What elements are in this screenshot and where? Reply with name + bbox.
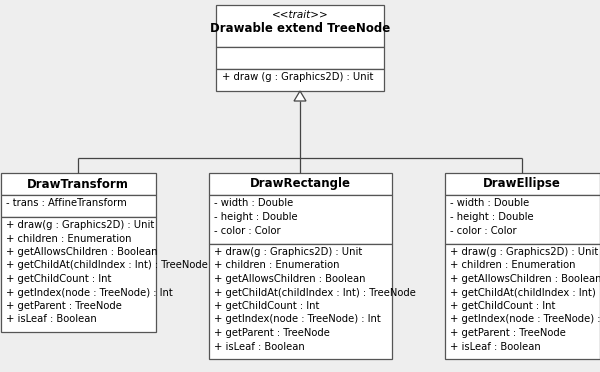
Text: + getChildAt(childIndex : Int) : TreeNode: + getChildAt(childIndex : Int) : TreeNod… bbox=[214, 288, 415, 298]
Text: + children : Enumeration: + children : Enumeration bbox=[449, 260, 575, 270]
Bar bbox=[1, 217, 155, 331]
Text: + children : Enumeration: + children : Enumeration bbox=[5, 234, 131, 244]
Bar bbox=[1, 195, 155, 217]
Text: - color : Color: - color : Color bbox=[214, 225, 280, 235]
Text: <<trait>>: <<trait>> bbox=[272, 10, 328, 19]
Text: - height : Double: - height : Double bbox=[214, 212, 297, 222]
Text: Drawable extend TreeNode: Drawable extend TreeNode bbox=[210, 22, 390, 35]
Text: + getChildCount : Int: + getChildCount : Int bbox=[5, 274, 111, 284]
Text: + getIndex(node : TreeNode) : Int: + getIndex(node : TreeNode) : Int bbox=[214, 314, 380, 324]
Polygon shape bbox=[294, 91, 306, 101]
Text: + getIndex(node : TreeNode) : Int: + getIndex(node : TreeNode) : Int bbox=[5, 288, 172, 298]
Text: + children : Enumeration: + children : Enumeration bbox=[214, 260, 339, 270]
Bar bbox=[216, 5, 384, 47]
Text: DrawTransform: DrawTransform bbox=[27, 177, 129, 190]
Text: + getIndex(node : TreeNode) : Int: + getIndex(node : TreeNode) : Int bbox=[449, 314, 600, 324]
Text: + draw(g : Graphics2D) : Unit: + draw(g : Graphics2D) : Unit bbox=[214, 247, 362, 257]
Bar bbox=[216, 47, 384, 69]
Bar bbox=[445, 173, 599, 195]
Text: - trans : AffineTransform: - trans : AffineTransform bbox=[5, 199, 126, 208]
Bar bbox=[1, 173, 155, 195]
Text: - height : Double: - height : Double bbox=[449, 212, 533, 222]
Text: + getChildAt(childIndex : Int) : TreeNode: + getChildAt(childIndex : Int) : TreeNod… bbox=[449, 288, 600, 298]
Text: + getChildCount : Int: + getChildCount : Int bbox=[214, 301, 319, 311]
Text: + getChildCount : Int: + getChildCount : Int bbox=[449, 301, 555, 311]
Bar bbox=[216, 69, 384, 91]
Text: + draw(g : Graphics2D) : Unit: + draw(g : Graphics2D) : Unit bbox=[5, 220, 154, 230]
Text: + getAllowsChildren : Boolean: + getAllowsChildren : Boolean bbox=[214, 274, 365, 284]
Bar bbox=[445, 195, 599, 244]
Bar bbox=[209, 195, 392, 244]
Text: + getParent : TreeNode: + getParent : TreeNode bbox=[5, 301, 121, 311]
Text: - width : Double: - width : Double bbox=[449, 199, 529, 208]
Text: + getAllowsChildren : Boolean: + getAllowsChildren : Boolean bbox=[449, 274, 600, 284]
Text: + getAllowsChildren : Boolean: + getAllowsChildren : Boolean bbox=[5, 247, 157, 257]
Bar bbox=[209, 244, 392, 359]
Text: DrawRectangle: DrawRectangle bbox=[250, 177, 350, 190]
Text: + getChildAt(childIndex : Int) : TreeNode: + getChildAt(childIndex : Int) : TreeNod… bbox=[5, 260, 208, 270]
Text: + draw(g : Graphics2D) : Unit: + draw(g : Graphics2D) : Unit bbox=[449, 247, 598, 257]
Text: + isLeaf : Boolean: + isLeaf : Boolean bbox=[214, 341, 304, 352]
Text: + draw (g : Graphics2D) : Unit: + draw (g : Graphics2D) : Unit bbox=[222, 73, 373, 83]
Text: + isLeaf : Boolean: + isLeaf : Boolean bbox=[5, 314, 96, 324]
Text: + isLeaf : Boolean: + isLeaf : Boolean bbox=[449, 341, 540, 352]
Bar bbox=[445, 244, 599, 359]
Text: DrawEllipse: DrawEllipse bbox=[483, 177, 561, 190]
Bar bbox=[209, 173, 392, 195]
Text: + getParent : TreeNode: + getParent : TreeNode bbox=[214, 328, 329, 338]
Text: - color : Color: - color : Color bbox=[449, 225, 516, 235]
Text: + getParent : TreeNode: + getParent : TreeNode bbox=[449, 328, 565, 338]
Text: - width : Double: - width : Double bbox=[214, 199, 293, 208]
